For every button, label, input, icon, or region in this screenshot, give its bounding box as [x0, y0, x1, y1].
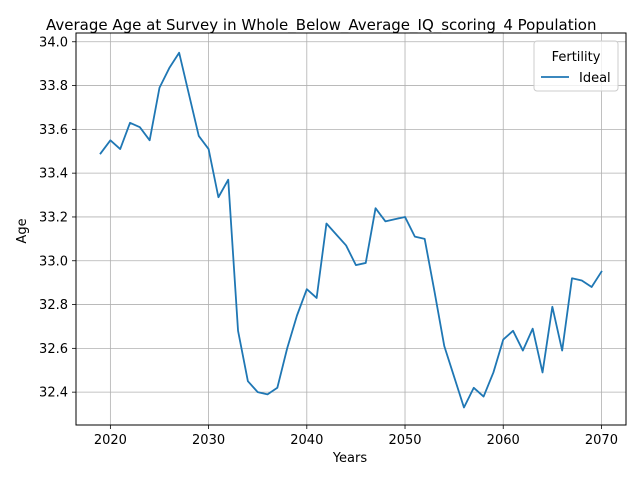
- series-line-ideal: [99, 51, 603, 409]
- series-lines: [99, 51, 603, 409]
- y-tick-label: 32.4: [39, 386, 68, 401]
- x-tick-label: 2040: [290, 433, 323, 448]
- legend-title: Fertility: [552, 50, 601, 65]
- y-tick-label: 34.0: [39, 35, 68, 50]
- y-tick-label: 33.0: [39, 254, 68, 269]
- x-tick-label: 2020: [94, 433, 127, 448]
- y-axis-ticks: 32.4 32.6 32.8 33.0 33.2 33.4 33.6 33.8 34.0: [39, 35, 76, 401]
- x-tick-label: 2050: [388, 433, 421, 448]
- y-tick-label: 33.8: [39, 79, 68, 94]
- y-tick-label: 33.6: [39, 123, 68, 138]
- x-tick-label: 2060: [487, 433, 520, 448]
- y-tick-label: 33.4: [39, 167, 68, 182]
- x-tick-label: 2070: [585, 433, 618, 448]
- x-axis-ticks: 2020 2030 2040 2050 2060 2070: [94, 425, 618, 448]
- x-tick-label: 2030: [192, 433, 225, 448]
- legend-box: [533, 40, 619, 92]
- y-tick-label: 33.2: [39, 210, 68, 225]
- x-axis-label: Years: [332, 451, 368, 466]
- y-tick-label: 32.6: [39, 342, 68, 357]
- plot-frame: [75, 32, 627, 426]
- legend-label-ideal: Ideal: [579, 71, 611, 86]
- chart-title: Average Age at Survey in Whole_Below_Ave…: [46, 16, 596, 35]
- y-tick-label: 32.8: [39, 298, 68, 313]
- y-axis-label: Age: [15, 218, 30, 243]
- legend: Fertility Ideal: [533, 40, 619, 92]
